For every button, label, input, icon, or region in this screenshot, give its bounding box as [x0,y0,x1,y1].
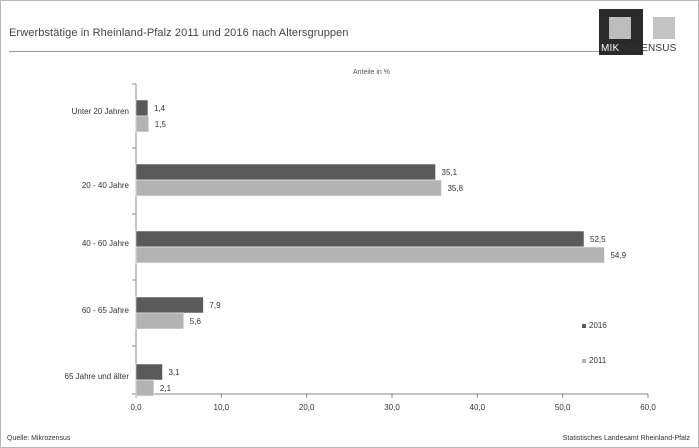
logo-wordmark-light: ROZENSUS [619,43,677,54]
title-bar: Erwerbstätige in Rheinland-Pfalz 2011 un… [1,1,698,63]
data-label-2016: 52,5 [590,235,606,244]
bar-2011 [135,246,605,264]
legend-swatch-2016 [582,323,586,328]
x-tick-label: 0,0 [130,403,142,412]
legend-item-2011: 2011 [582,356,606,365]
x-tick-label: 60,0 [640,403,656,412]
data-label-2016: 3,1 [168,368,180,377]
x-tick-label: 10,0 [214,403,230,412]
x-tick-label: 50,0 [555,403,571,412]
legend-label-2016: 2016 [589,321,607,330]
legend-label-2011: 2011 [589,356,607,365]
mikrozensus-logo: MIKROZENSUS [599,9,689,55]
chart-title: Erwerbstätige in Rheinland-Pfalz 2011 un… [9,27,349,39]
bar-2011 [135,179,442,197]
bar-2016 [135,163,436,181]
x-tick-label: 40,0 [470,403,486,412]
logo-wordmark: MIKROZENSUS [601,43,677,54]
x-tick-label: 30,0 [384,403,400,412]
bar-2011 [135,379,155,397]
data-label-2011: 54,9 [610,251,626,260]
bar-2016 [135,230,585,248]
publisher-note: Statistisches Landesamt Rheinland-Pfalz [562,435,690,442]
bar-2016 [135,296,204,314]
data-label-2016: 7,9 [209,301,221,310]
chart-subtitle: Anteile in % [353,69,390,76]
category-label: 20 - 40 Jahre [81,181,129,190]
x-tick-label: 20,0 [299,403,315,412]
data-label-2011: 1,5 [155,120,167,129]
legend-swatch-2011 [582,358,586,363]
bar-2011 [135,115,150,133]
category-label: 60 - 65 Jahre [81,306,129,315]
bar-2016 [135,363,163,381]
bar-2016 [135,99,149,117]
category-label: 40 - 60 Jahre [81,239,129,248]
legend-item-2016: 2016 [582,321,607,330]
data-label-2011: 2,1 [160,384,172,393]
logo-square-left [609,17,631,39]
bar-2011 [135,312,185,330]
source-note: Quelle: Mikrozensus [7,435,71,442]
data-label-2016: 35,1 [442,168,458,177]
data-label-2011: 35,8 [447,184,463,193]
data-label-2011: 5,6 [190,317,202,326]
title-divider [9,51,599,52]
logo-square-right [653,17,675,39]
data-label-2016: 1,4 [154,104,166,113]
logo-wordmark-dark: MIK [601,43,620,54]
category-label: 65 Jahre und älter [64,372,130,381]
category-label: Unter 20 Jahren [71,107,129,116]
